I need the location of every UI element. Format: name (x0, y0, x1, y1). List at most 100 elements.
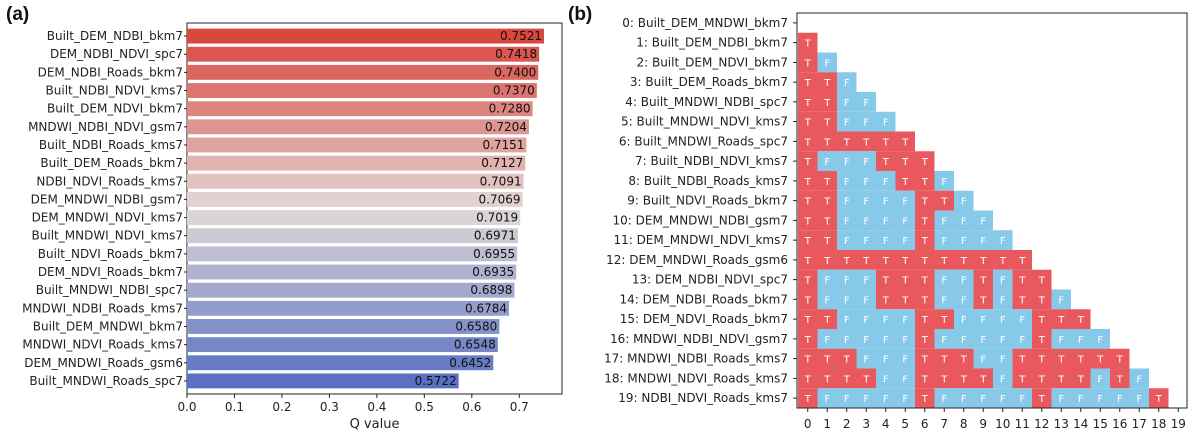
heatmap-cell (856, 111, 876, 132)
col-tick-label: 13 (1054, 417, 1069, 431)
cell-value: T (921, 177, 929, 188)
heatmap-cell (993, 250, 1013, 270)
cell-value: T (979, 374, 987, 385)
heatmap-cell (895, 250, 915, 270)
cell-value: T (1155, 394, 1163, 405)
cell-value: F (844, 177, 850, 188)
heatmap-cell (856, 348, 876, 369)
cell-value: T (823, 98, 831, 109)
cell-value: F (824, 157, 830, 168)
row-label: 19: NDBI_NDVI_Roads_kms7 (618, 391, 788, 405)
heatmap-cell (993, 329, 1013, 349)
cell-value: F (1000, 374, 1006, 385)
heatmap-cell (817, 92, 837, 112)
heatmap-cell (915, 190, 935, 211)
heatmap-cell (1090, 368, 1110, 389)
cell-value: F (1000, 315, 1006, 326)
category-label: DEM_MNDWI_NDBI_gsm7 (31, 192, 183, 206)
cell-value: F (902, 374, 908, 385)
cell-value: F (902, 197, 908, 208)
cell-value: T (843, 374, 851, 385)
heatmap-cell (1090, 329, 1110, 349)
cell-value: F (941, 236, 947, 247)
heatmap-cell (915, 171, 935, 191)
row-label: 4: Built_MNDWI_NDBI_spc7 (625, 95, 788, 109)
col-tick-label: 19 (1171, 417, 1186, 431)
cell-value: T (921, 197, 929, 208)
cell-value: F (980, 355, 986, 366)
cell-value: T (1018, 276, 1026, 287)
heatmap-cell (856, 171, 876, 191)
category-label: Built_NDBI_NDVI_kms7 (46, 84, 183, 98)
cell-value: T (921, 374, 929, 385)
cell-value: F (941, 216, 947, 227)
heatmap-cell (895, 269, 915, 290)
col-tick-label: 15 (1093, 417, 1108, 431)
cell-value: T (1038, 335, 1046, 346)
col-tick-label: 5 (901, 417, 909, 431)
bar (187, 101, 533, 117)
heatmap-cell (837, 309, 857, 329)
cell-value: T (921, 355, 929, 366)
row-label: 2: Built_DEM_NDVI_bkm7 (636, 55, 788, 69)
value-label: 0.6935 (472, 265, 514, 279)
heatmap-cell (798, 151, 818, 171)
cell-value: T (901, 157, 909, 168)
heatmap-cell (993, 230, 1013, 250)
cell-value: F (863, 98, 869, 109)
cell-value: F (863, 157, 869, 168)
heatmap-cell (934, 329, 954, 349)
heatmap-cell (817, 230, 837, 250)
cell-value: F (824, 276, 830, 287)
heatmap-cell (1012, 309, 1032, 329)
cell-value: F (1097, 374, 1103, 385)
heatmap-cell (856, 269, 876, 290)
bar (187, 300, 510, 316)
heatmap-cell (954, 368, 974, 389)
category-label: MNDWI_NDVI_Roads_kms7 (22, 338, 183, 352)
heatmap-cell (856, 329, 876, 349)
category-label: NDBI_NDVI_Roads_kms7 (36, 174, 183, 188)
cell-value: T (804, 78, 812, 89)
row-label: 16: MNDWI_NDBI_NDVI_gsm7 (610, 332, 788, 346)
cell-value: T (804, 137, 812, 148)
cell-value: F (961, 236, 967, 247)
bar (187, 137, 527, 153)
heatmap-cell (1051, 368, 1071, 389)
heatmap-cell (817, 368, 837, 389)
bar (187, 46, 540, 62)
cell-value: F (844, 315, 850, 326)
heatmap-cell (876, 171, 896, 191)
cell-value: T (1057, 315, 1065, 326)
heatmap-cell (856, 309, 876, 329)
cell-value: F (1000, 236, 1006, 247)
heatmap-cell (1012, 368, 1032, 389)
cell-value: T (940, 197, 948, 208)
value-label: 0.6898 (470, 283, 512, 297)
cell-value: T (823, 355, 831, 366)
cell-value: F (883, 374, 889, 385)
heatmap-cell (817, 190, 837, 211)
cell-value: T (1116, 374, 1124, 385)
heatmap-cell (798, 190, 818, 211)
heatmap-cell (993, 269, 1013, 290)
cell-value: T (960, 374, 968, 385)
heatmap-cell (798, 309, 818, 329)
cell-value: T (862, 374, 870, 385)
heatmap-cell (1071, 329, 1091, 349)
cell-value: T (979, 276, 987, 287)
heatmap-cell (876, 131, 896, 152)
cell-value: F (961, 335, 967, 346)
category-label: DEM_NDBI_NDVI_spc7 (50, 47, 183, 61)
row-label: 3: Built_DEM_Roads_bkm7 (630, 75, 788, 89)
bar (187, 373, 459, 389)
value-label: 0.7069 (479, 192, 521, 206)
cell-value: F (883, 197, 889, 208)
row-label: 17: MNDWI_NDBI_Roads_kms7 (604, 352, 788, 366)
cell-value: T (823, 256, 831, 267)
cell-value: T (804, 236, 812, 247)
value-label: 0.6580 (455, 319, 497, 333)
heatmap-cell (837, 368, 857, 389)
cell-value: F (1019, 394, 1025, 405)
cell-value: T (804, 216, 812, 227)
